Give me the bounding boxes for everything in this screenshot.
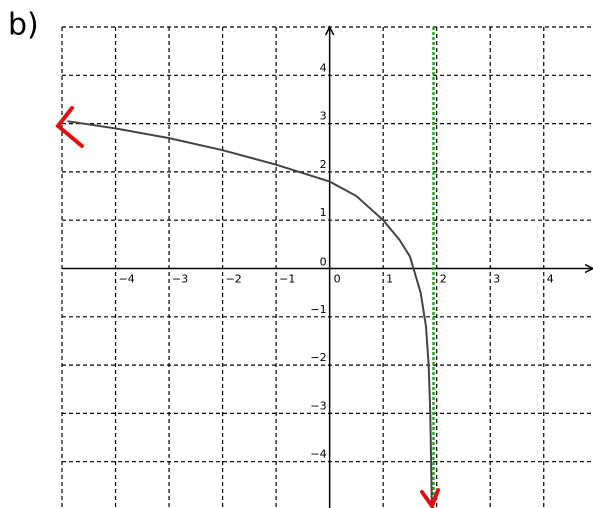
x-tick-label: 2 [440,273,447,286]
y-tick-label: 1 [320,206,327,219]
y-tick-label: −3 [310,399,326,412]
chart-title: b) [8,8,39,43]
y-tick-label: −2 [310,351,326,364]
red-arrow [420,488,440,508]
y-tick-label: −1 [310,303,326,316]
x-tick-label: 0 [334,273,341,286]
x-tick-label: 1 [386,273,393,286]
x-tick-label: 3 [493,273,500,286]
x-tick-label: −4 [119,273,135,286]
x-axis-arrow [584,263,593,274]
y-tick-label: 4 [320,61,327,74]
curve [67,120,433,508]
y-tick-label: 3 [320,110,327,123]
y-tick-label: 2 [320,158,327,171]
red-arrow [55,106,84,148]
y-tick-label: −4 [310,448,326,461]
x-tick-label: −1 [279,273,295,286]
y-tick-label: 0 [320,256,327,269]
x-tick-label: −2 [226,273,242,286]
y-axis-arrow [324,25,335,36]
x-tick-label: −3 [172,273,188,286]
x-tick-label: 4 [547,273,554,286]
